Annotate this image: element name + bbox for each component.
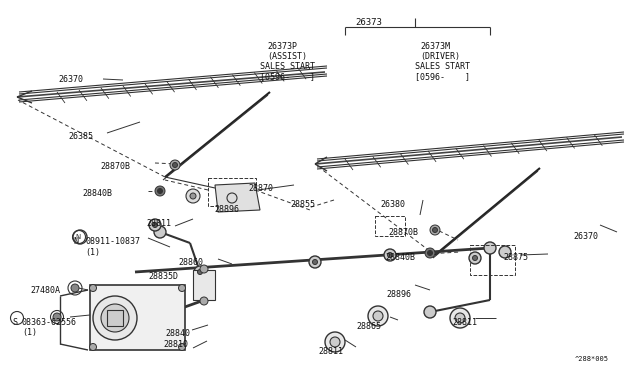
Text: 28860: 28860 xyxy=(178,258,203,267)
Circle shape xyxy=(200,265,208,273)
Text: 26385: 26385 xyxy=(68,132,93,141)
Text: 28875: 28875 xyxy=(503,253,528,262)
Circle shape xyxy=(101,304,129,332)
Circle shape xyxy=(433,228,438,232)
Circle shape xyxy=(312,260,317,264)
Circle shape xyxy=(93,296,137,340)
Circle shape xyxy=(424,306,436,318)
Bar xyxy=(90,285,185,350)
Circle shape xyxy=(200,297,208,305)
Circle shape xyxy=(155,186,165,196)
Text: 28870B: 28870B xyxy=(100,162,130,171)
Circle shape xyxy=(53,313,61,321)
Text: SALES START: SALES START xyxy=(260,62,315,71)
Circle shape xyxy=(173,163,177,167)
Text: (ASSIST): (ASSIST) xyxy=(267,52,307,61)
Text: 26370: 26370 xyxy=(573,232,598,241)
Text: (1): (1) xyxy=(22,328,37,337)
Text: 28811: 28811 xyxy=(318,347,343,356)
Text: 26370: 26370 xyxy=(58,75,83,84)
Circle shape xyxy=(227,193,237,203)
Text: 28840B: 28840B xyxy=(82,189,112,198)
Circle shape xyxy=(71,284,79,292)
Circle shape xyxy=(472,256,477,260)
Text: 26380: 26380 xyxy=(380,200,405,209)
Text: 08363-62556: 08363-62556 xyxy=(22,318,77,327)
Text: 28811: 28811 xyxy=(146,219,171,228)
Bar xyxy=(193,270,215,300)
Circle shape xyxy=(425,248,435,258)
Bar xyxy=(208,178,256,206)
Text: 28835D: 28835D xyxy=(148,272,178,281)
Text: 26373P: 26373P xyxy=(267,42,297,51)
Text: (DRIVER): (DRIVER) xyxy=(420,52,460,61)
Text: 28840: 28840 xyxy=(165,329,190,338)
Text: N: N xyxy=(76,234,81,240)
Text: (1): (1) xyxy=(85,248,100,257)
Text: ^288*005: ^288*005 xyxy=(575,356,609,362)
Text: 28840B: 28840B xyxy=(385,253,415,262)
Circle shape xyxy=(90,343,97,350)
Text: 28896: 28896 xyxy=(214,205,239,214)
Circle shape xyxy=(373,311,383,321)
Circle shape xyxy=(499,246,511,258)
Circle shape xyxy=(154,226,166,238)
Text: 08911-10837: 08911-10837 xyxy=(85,237,140,246)
Polygon shape xyxy=(215,183,260,212)
Text: 28870: 28870 xyxy=(248,184,273,193)
Circle shape xyxy=(384,249,396,261)
Text: 28810: 28810 xyxy=(163,340,188,349)
Circle shape xyxy=(428,250,433,256)
Circle shape xyxy=(455,313,465,323)
Text: SALES START: SALES START xyxy=(415,62,470,71)
Text: [0596-    ]: [0596- ] xyxy=(260,72,315,81)
Text: 27480A: 27480A xyxy=(30,286,60,295)
Text: [0596-    ]: [0596- ] xyxy=(415,72,470,81)
Circle shape xyxy=(179,285,186,292)
Circle shape xyxy=(430,225,440,235)
Bar xyxy=(375,216,405,236)
Circle shape xyxy=(90,285,97,292)
Circle shape xyxy=(325,332,345,352)
Circle shape xyxy=(387,253,392,257)
Bar xyxy=(470,245,515,275)
Text: S: S xyxy=(12,318,17,327)
Text: 28896: 28896 xyxy=(386,290,411,299)
Text: 28870B: 28870B xyxy=(388,228,418,237)
Circle shape xyxy=(152,222,157,228)
Circle shape xyxy=(484,242,496,254)
Bar xyxy=(107,310,123,326)
Text: 28811: 28811 xyxy=(452,318,477,327)
Circle shape xyxy=(186,189,200,203)
Text: 28855: 28855 xyxy=(290,200,315,209)
Circle shape xyxy=(450,308,470,328)
Text: 28865: 28865 xyxy=(356,322,381,331)
Circle shape xyxy=(469,252,481,264)
Circle shape xyxy=(309,256,321,268)
Circle shape xyxy=(170,160,180,170)
Circle shape xyxy=(198,269,202,275)
Text: 26373M: 26373M xyxy=(420,42,450,51)
Circle shape xyxy=(149,219,161,231)
Circle shape xyxy=(190,193,196,199)
Circle shape xyxy=(194,266,206,278)
Text: N: N xyxy=(73,237,78,246)
Circle shape xyxy=(368,306,388,326)
Text: 26373: 26373 xyxy=(355,18,382,27)
Circle shape xyxy=(157,189,163,193)
Circle shape xyxy=(179,343,186,350)
Circle shape xyxy=(330,337,340,347)
